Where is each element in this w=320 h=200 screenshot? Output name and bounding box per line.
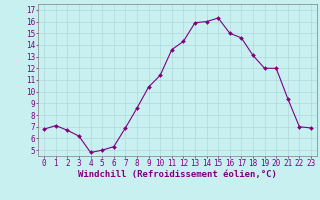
X-axis label: Windchill (Refroidissement éolien,°C): Windchill (Refroidissement éolien,°C) [78,170,277,179]
